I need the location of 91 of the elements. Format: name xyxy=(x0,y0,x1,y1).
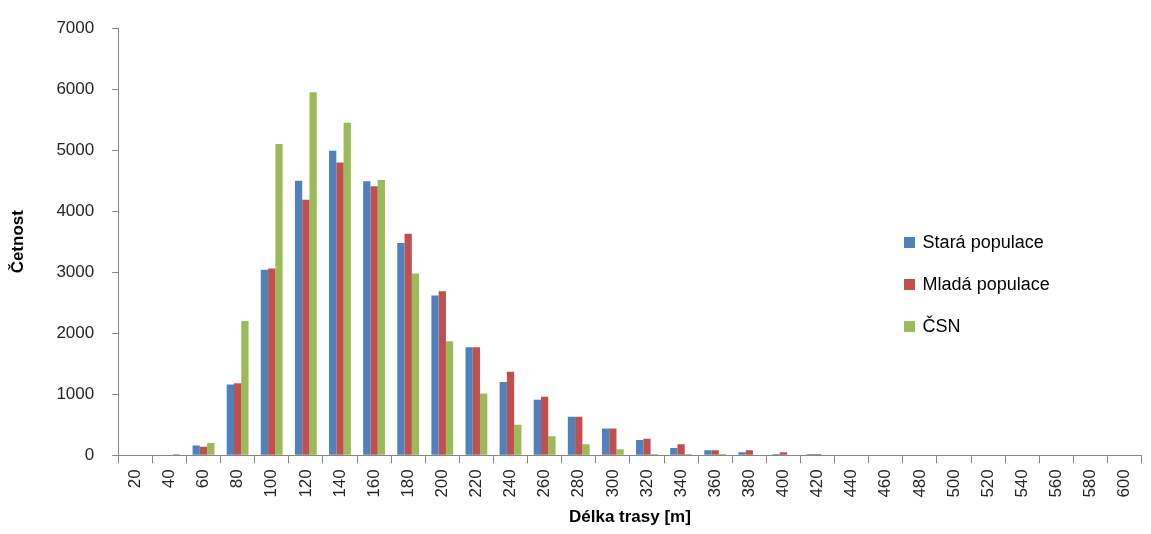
x-tick-label: 280 xyxy=(568,469,588,498)
bar xyxy=(294,180,303,455)
bar xyxy=(268,268,276,455)
x-tick-label: 160 xyxy=(363,469,383,498)
x-tick-label: 180 xyxy=(397,469,417,498)
bar xyxy=(377,180,385,455)
bar xyxy=(411,273,420,455)
bar xyxy=(431,295,439,455)
y-axis-title: Četnost xyxy=(7,209,27,274)
y-tick-label: 2000 xyxy=(56,322,95,342)
bar xyxy=(404,233,412,455)
bar xyxy=(465,347,473,455)
x-tick-label: 300 xyxy=(602,469,622,498)
y-tick-label: 0 xyxy=(84,444,95,464)
y-tick-label: 7000 xyxy=(56,17,95,37)
bar xyxy=(582,444,590,455)
y-tick-label: 4000 xyxy=(56,200,95,220)
x-tick-label: 420 xyxy=(807,469,827,498)
bar xyxy=(643,438,651,455)
bar xyxy=(738,452,746,455)
bar xyxy=(533,399,541,455)
bar xyxy=(302,199,310,455)
bar xyxy=(445,341,454,455)
bar xyxy=(438,291,446,455)
x-tick-label: 20 xyxy=(124,469,144,489)
x-tick-label: 540 xyxy=(1011,469,1031,498)
bar xyxy=(336,162,344,455)
x-tick-label: 80 xyxy=(227,469,247,489)
y-tick-label: 5000 xyxy=(56,139,95,159)
legend-label: ČSN xyxy=(922,315,961,337)
bar xyxy=(514,424,522,455)
bar xyxy=(480,393,488,455)
bar xyxy=(609,428,617,455)
bar xyxy=(677,444,685,455)
bar xyxy=(343,122,351,455)
bar xyxy=(548,436,556,455)
bar xyxy=(241,321,249,455)
y-tick-label: 6000 xyxy=(56,78,95,98)
bar xyxy=(745,450,753,455)
x-tick-label: 40 xyxy=(159,469,179,489)
x-tick-label: 140 xyxy=(329,469,349,498)
x-tick-label: 60 xyxy=(193,469,213,489)
y-tick-label: 3000 xyxy=(56,261,95,281)
bar xyxy=(616,449,624,455)
bar xyxy=(233,383,242,455)
bar xyxy=(541,396,549,455)
x-tick-label: 440 xyxy=(841,469,861,498)
bar xyxy=(363,181,371,455)
bar xyxy=(575,416,583,455)
bar xyxy=(711,450,719,455)
x-tick-label: 320 xyxy=(636,469,656,498)
bar xyxy=(370,186,378,455)
legend-label: Mladá populace xyxy=(922,273,1050,295)
bar xyxy=(397,242,405,455)
legend-label: Stará populace xyxy=(922,231,1044,253)
bar xyxy=(192,445,200,455)
x-tick-label: 200 xyxy=(431,469,451,498)
x-tick-label: 220 xyxy=(466,469,486,498)
x-tick-label: 380 xyxy=(739,469,759,498)
bar xyxy=(226,384,234,455)
y-tick-label: 1000 xyxy=(56,383,95,403)
bar xyxy=(567,416,576,455)
bar xyxy=(207,443,215,455)
bar xyxy=(260,269,269,455)
x-axis-title: Délka trasy [m] xyxy=(568,507,691,527)
bar xyxy=(779,452,788,455)
bar xyxy=(199,446,208,455)
x-tick-label: 120 xyxy=(295,469,315,498)
x-tick-label: 480 xyxy=(909,469,929,498)
x-tick-label: 100 xyxy=(261,469,281,498)
x-tick-label: 260 xyxy=(534,469,554,498)
x-tick-label: 520 xyxy=(977,469,997,498)
x-tick-label: 560 xyxy=(1046,469,1066,498)
x-tick-label: 400 xyxy=(773,469,793,498)
bar xyxy=(472,347,481,455)
x-tick-label: 340 xyxy=(670,469,690,498)
x-tick-label: 240 xyxy=(500,469,520,498)
bar xyxy=(670,447,678,455)
bar xyxy=(499,382,507,455)
x-tick-label: 580 xyxy=(1080,469,1100,498)
x-tick-label: 460 xyxy=(875,469,895,498)
x-tick-label: 360 xyxy=(704,469,724,498)
bar xyxy=(309,92,317,455)
x-tick-label: 500 xyxy=(943,469,963,498)
bar xyxy=(636,439,644,455)
bar xyxy=(275,144,283,455)
x-tick-label: 600 xyxy=(1114,469,1134,498)
bar xyxy=(329,150,337,455)
bar xyxy=(704,450,712,455)
bar xyxy=(601,428,610,455)
bar xyxy=(506,371,515,455)
